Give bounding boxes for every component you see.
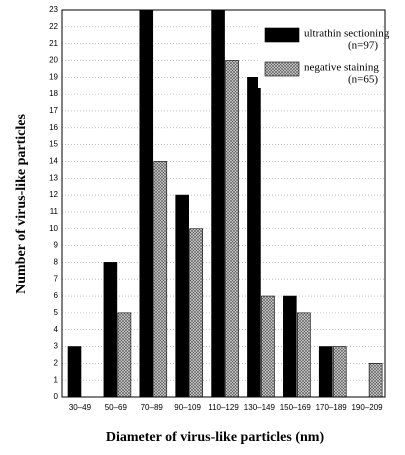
y-tick-label: 23 — [49, 5, 58, 14]
legend-note: (n=65) — [348, 74, 378, 86]
y-tick-label: 14 — [49, 157, 58, 166]
bar — [67, 346, 82, 398]
y-tick-label: 18 — [49, 89, 58, 98]
bar — [225, 60, 239, 398]
y-tick-label: 22 — [49, 22, 58, 31]
x-tick-label: 130–149 — [244, 403, 276, 412]
y-tick-label: 7 — [54, 274, 59, 283]
x-tick-label: 150–169 — [280, 403, 312, 412]
bar — [103, 262, 118, 398]
bar — [211, 9, 225, 398]
y-tick-label: 17 — [49, 106, 58, 115]
x-tick-label: 110–129 — [208, 403, 239, 412]
bar — [368, 363, 383, 398]
x-tick-label: 30–49 — [69, 403, 92, 412]
y-tick-label: 3 — [54, 342, 59, 351]
x-tick-label: 190–209 — [351, 403, 383, 412]
legend-note: (n=97) — [348, 40, 378, 52]
bar — [153, 161, 168, 398]
x-tick-label: 170–189 — [316, 403, 348, 412]
x-tick-label: 90–109 — [174, 403, 201, 412]
y-tick-label: 15 — [49, 140, 58, 149]
y-tick-label: 8 — [54, 258, 59, 267]
x-axis-label: Diameter of virus-like particles (nm) — [106, 430, 325, 445]
plot-frame — [61, 9, 386, 398]
legend-swatch — [264, 61, 300, 77]
y-tick-label: 4 — [54, 325, 59, 334]
y-tick-label: 5 — [54, 308, 59, 317]
bar — [117, 312, 132, 398]
y-tick-label: 16 — [49, 123, 58, 132]
bar — [297, 312, 311, 398]
bar — [283, 295, 297, 398]
y-tick-label: 10 — [49, 224, 58, 233]
y-tick-label: 13 — [49, 173, 58, 182]
bar — [332, 346, 347, 398]
legend-label: ultrathin sectioning — [304, 28, 390, 40]
y-tick-label: 0 — [54, 392, 59, 401]
y-tick-label: 19 — [49, 72, 58, 81]
x-tick-label: 70–89 — [141, 403, 164, 412]
y-tick-label: 9 — [54, 241, 59, 250]
legend-label: negative staining — [304, 62, 379, 74]
bar — [189, 228, 203, 398]
y-tick-label: 6 — [54, 291, 59, 300]
y-tick-label: 20 — [49, 56, 58, 65]
y-tick-label: 21 — [49, 39, 58, 48]
y-axis-label: Number of virus-like particles — [14, 114, 29, 294]
bar — [318, 346, 333, 398]
bar — [247, 77, 261, 398]
bar — [175, 194, 189, 398]
legend-swatch — [264, 27, 300, 43]
bar — [139, 9, 154, 398]
y-tick-label: 2 — [54, 358, 59, 367]
y-tick-label: 1 — [54, 375, 59, 384]
y-tick-label: 11 — [50, 207, 59, 216]
bar — [261, 295, 275, 398]
x-tick-label: 50–69 — [105, 403, 128, 412]
y-tick-label: 12 — [49, 190, 58, 199]
